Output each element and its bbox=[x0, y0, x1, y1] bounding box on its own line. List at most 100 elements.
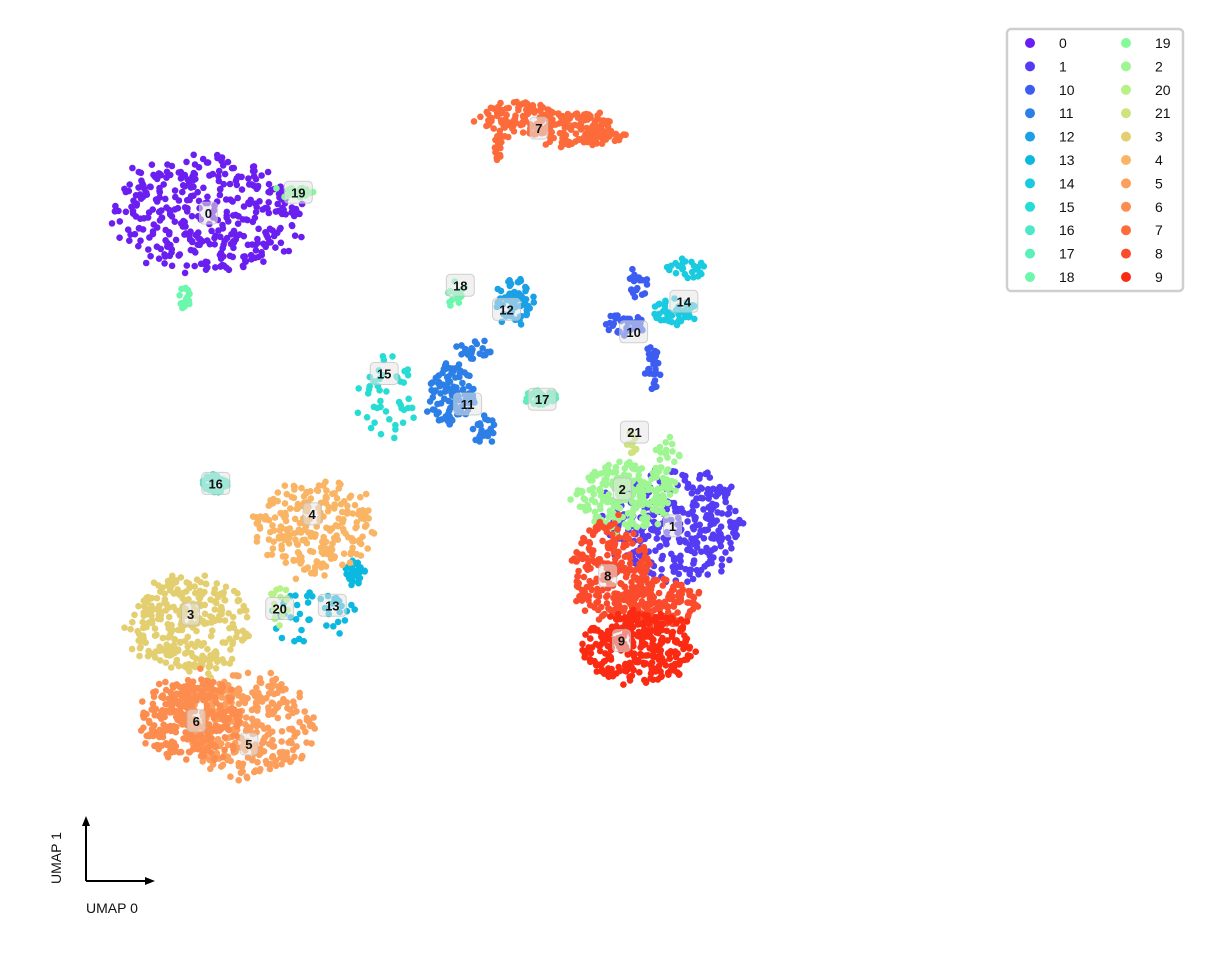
data-point bbox=[332, 522, 340, 529]
data-point bbox=[306, 718, 313, 726]
data-point bbox=[165, 604, 173, 611]
data-point bbox=[497, 117, 505, 124]
data-point bbox=[116, 218, 124, 225]
cluster-points-11 bbox=[424, 337, 498, 445]
data-point bbox=[276, 585, 284, 592]
data-point bbox=[147, 252, 154, 260]
data-point bbox=[149, 206, 156, 213]
cluster-label-21: 21 bbox=[627, 425, 641, 440]
data-point bbox=[587, 635, 594, 642]
data-point bbox=[233, 687, 241, 694]
data-point bbox=[135, 184, 142, 191]
data-point bbox=[659, 582, 667, 589]
data-point bbox=[639, 652, 646, 659]
data-point bbox=[675, 570, 683, 578]
data-point bbox=[168, 262, 176, 270]
data-point bbox=[580, 573, 588, 581]
data-point bbox=[689, 484, 696, 492]
data-point bbox=[506, 290, 513, 298]
data-point bbox=[255, 225, 262, 233]
data-point bbox=[202, 266, 210, 274]
data-point bbox=[291, 530, 298, 537]
data-point bbox=[477, 113, 484, 121]
data-point bbox=[697, 484, 704, 492]
data-point bbox=[173, 607, 180, 614]
data-point bbox=[211, 606, 219, 613]
data-point bbox=[370, 403, 378, 411]
data-point bbox=[494, 138, 502, 146]
data-point bbox=[173, 723, 180, 731]
cluster-label-box-15 bbox=[369, 362, 399, 385]
data-point bbox=[391, 434, 398, 442]
cluster-points-7 bbox=[470, 98, 629, 164]
data-point bbox=[651, 303, 659, 310]
data-point bbox=[678, 581, 685, 589]
legend-marker-4 bbox=[1121, 155, 1131, 165]
data-point bbox=[303, 539, 311, 547]
data-point bbox=[457, 367, 464, 375]
data-point bbox=[731, 528, 738, 535]
data-point bbox=[183, 262, 191, 269]
data-point bbox=[668, 440, 676, 448]
data-point bbox=[292, 575, 300, 583]
cluster-label-17: 17 bbox=[535, 392, 549, 407]
data-point bbox=[652, 353, 659, 360]
data-point bbox=[179, 721, 186, 728]
data-point bbox=[573, 490, 580, 498]
data-point bbox=[633, 566, 641, 573]
data-point bbox=[592, 578, 600, 585]
data-point bbox=[136, 644, 144, 652]
data-point bbox=[204, 727, 211, 735]
legend-marker-9 bbox=[1121, 272, 1131, 282]
data-point bbox=[155, 680, 163, 688]
data-point bbox=[242, 258, 249, 266]
data-point bbox=[320, 550, 327, 558]
data-point bbox=[552, 121, 559, 128]
data-point bbox=[146, 183, 154, 190]
data-point bbox=[268, 754, 276, 761]
data-point bbox=[161, 260, 168, 267]
data-point bbox=[151, 711, 158, 719]
cluster-points-18 bbox=[176, 278, 469, 312]
data-point bbox=[598, 612, 606, 620]
data-point bbox=[587, 656, 594, 663]
cluster-label-box-17 bbox=[527, 387, 557, 411]
cluster-label-3: 3 bbox=[187, 607, 194, 622]
data-point bbox=[150, 689, 157, 696]
data-point bbox=[645, 350, 653, 358]
data-point bbox=[207, 632, 215, 640]
data-point bbox=[298, 626, 305, 634]
data-point bbox=[662, 450, 670, 458]
data-point bbox=[293, 601, 301, 609]
data-point bbox=[193, 627, 200, 635]
data-point bbox=[476, 350, 484, 358]
data-point bbox=[605, 326, 613, 334]
data-point bbox=[142, 639, 149, 646]
data-point bbox=[212, 698, 220, 706]
data-point bbox=[728, 545, 735, 552]
data-point bbox=[282, 586, 290, 594]
data-point bbox=[617, 560, 625, 568]
data-point bbox=[653, 473, 660, 481]
data-point bbox=[621, 553, 629, 560]
cluster-label-0: 0 bbox=[205, 206, 212, 221]
data-point bbox=[696, 521, 703, 529]
data-point bbox=[235, 672, 242, 680]
data-point bbox=[648, 475, 655, 483]
cluster-label-box-1 bbox=[663, 514, 682, 538]
data-point bbox=[233, 722, 241, 730]
data-point bbox=[462, 345, 469, 353]
data-point bbox=[162, 195, 169, 203]
data-point bbox=[227, 240, 235, 248]
data-point bbox=[484, 348, 491, 356]
data-point bbox=[185, 666, 192, 673]
data-point bbox=[257, 746, 265, 754]
legend-marker-8 bbox=[1121, 248, 1131, 259]
legend-marker-3 bbox=[1121, 131, 1131, 142]
data-point bbox=[652, 368, 659, 375]
data-point bbox=[726, 504, 733, 512]
data-point bbox=[143, 732, 150, 740]
data-point bbox=[177, 169, 185, 177]
data-point bbox=[153, 631, 160, 639]
data-point bbox=[596, 133, 603, 140]
